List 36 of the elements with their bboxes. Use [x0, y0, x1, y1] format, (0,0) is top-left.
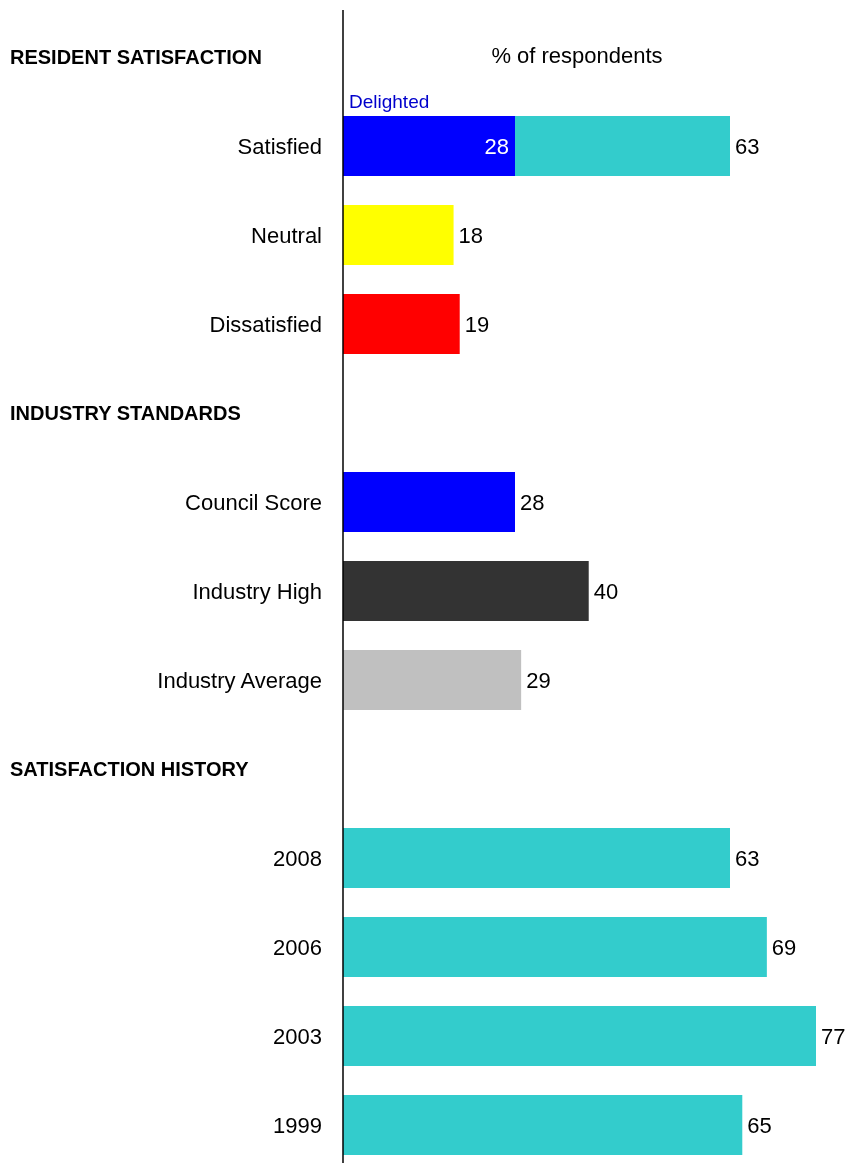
bar	[343, 116, 515, 176]
y-tick-label: Industry High	[192, 578, 322, 604]
y-tick-label: Dissatisfied	[209, 311, 322, 337]
data-label: 69	[771, 934, 797, 960]
text: INDUSTRY STANDARDS	[10, 402, 241, 424]
y-tick-label: Satisfied	[237, 133, 322, 159]
bar	[343, 205, 454, 265]
data-label: 40	[593, 578, 619, 604]
y-tick-label: Industry Average	[157, 667, 322, 693]
x-axis-title: % of respondents	[491, 42, 663, 68]
bar	[343, 1095, 743, 1155]
data-label: 28	[484, 133, 509, 159]
bar	[343, 828, 730, 888]
bar	[343, 561, 589, 621]
y-tick-label: 2006	[273, 934, 322, 960]
data-label: 29	[526, 667, 551, 693]
data-label: 28	[520, 489, 545, 515]
data-label: 65	[747, 1112, 772, 1138]
y-tick-label: Council Score	[185, 489, 322, 515]
bar	[343, 294, 460, 354]
y-tick-label: 1999	[273, 1112, 322, 1138]
text: RESIDENT SATISFACTION	[10, 46, 262, 68]
bar	[515, 116, 730, 176]
y-tick-label: Neutral	[251, 222, 322, 248]
y-tick-label: 2008	[273, 845, 322, 871]
text: SATISFACTION HISTORY	[10, 758, 250, 780]
y-tick-label: 2003	[273, 1023, 322, 1049]
data-label: 18	[458, 222, 484, 248]
total-label: 63	[735, 133, 760, 159]
data-label: 77	[821, 1023, 846, 1049]
data-label: 63	[735, 845, 760, 871]
data-label: 19	[464, 311, 490, 337]
bar	[343, 650, 522, 710]
bar	[343, 1006, 816, 1066]
series-label: Delighted	[349, 91, 430, 112]
bar	[343, 917, 767, 977]
